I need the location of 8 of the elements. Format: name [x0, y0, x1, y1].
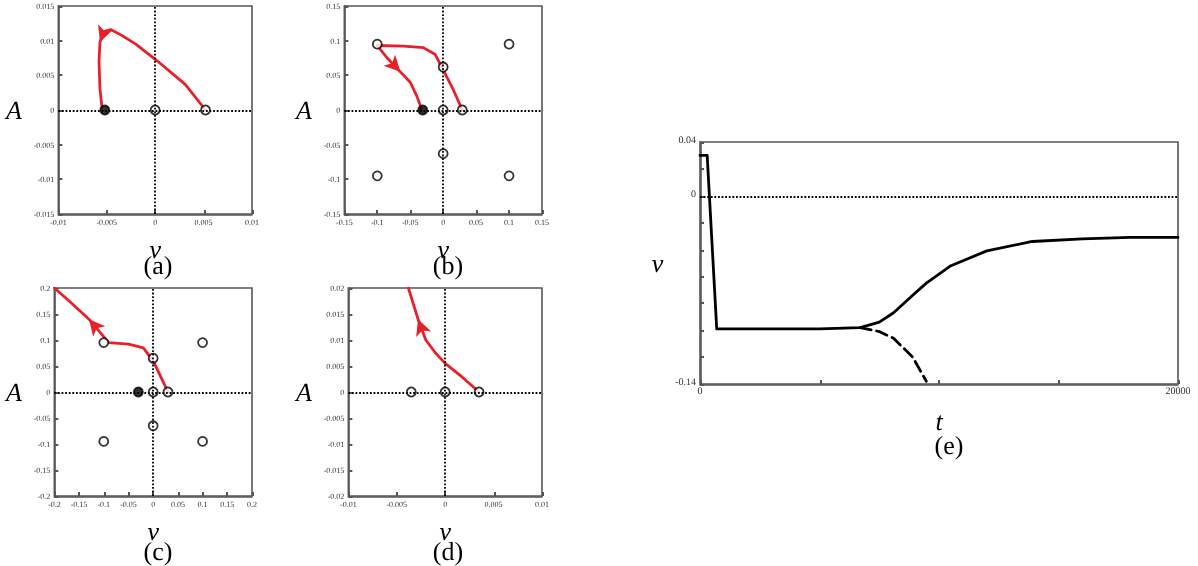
y-axis-title: A [293, 377, 312, 407]
y-axis-title: A [3, 95, 22, 125]
text: (e) [934, 430, 964, 460]
x-axis-title: t [935, 405, 944, 436]
x-axis-title: v [147, 515, 160, 546]
y-axis-title: A [3, 377, 22, 407]
y-axis-title: v [651, 248, 664, 278]
y-axis-title: A [293, 95, 312, 125]
